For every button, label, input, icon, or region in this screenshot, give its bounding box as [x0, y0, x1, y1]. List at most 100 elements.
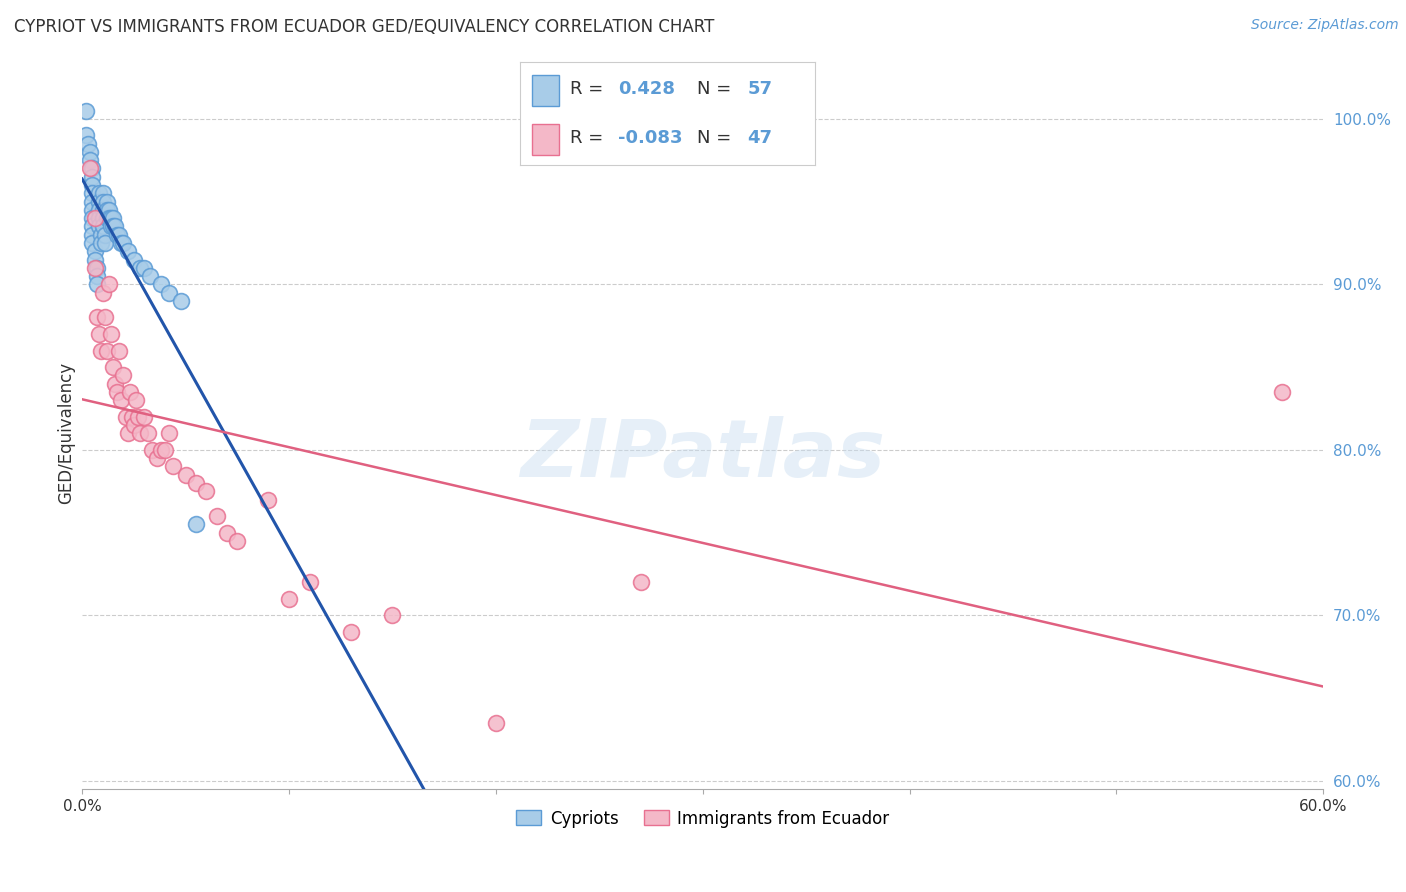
Point [184, 475, 207, 490]
Point [157, 285, 180, 300]
Point [90, 235, 112, 250]
Point [118, 384, 141, 399]
Point [122, 252, 145, 267]
Point [340, 624, 363, 639]
Point [91, 211, 114, 226]
Point [82, 169, 104, 184]
Point [83, 252, 105, 267]
Point [122, 418, 145, 433]
Point [96, 211, 118, 226]
Point [83, 211, 105, 226]
Point [136, 426, 159, 441]
Point [101, 219, 124, 234]
Point [145, 451, 167, 466]
Point [108, 343, 131, 358]
Point [75, 128, 97, 143]
Point [257, 492, 280, 507]
Point [100, 211, 122, 226]
Point [82, 219, 104, 234]
Point [100, 326, 122, 341]
Point [139, 269, 162, 284]
Point [86, 277, 108, 292]
Point [90, 343, 112, 358]
Point [82, 178, 104, 192]
Point [114, 409, 136, 424]
Point [112, 235, 135, 250]
Text: R =: R = [571, 129, 609, 147]
Point [98, 277, 121, 292]
Point [96, 202, 118, 217]
Point [82, 227, 104, 242]
Text: ZIPatlas: ZIPatlas [520, 416, 886, 493]
Point [105, 384, 128, 399]
Point [87, 219, 110, 234]
Point [112, 368, 135, 383]
Point [215, 525, 238, 540]
Point [100, 219, 122, 234]
Point [134, 260, 156, 275]
Point [174, 467, 197, 482]
Point [298, 575, 321, 590]
Point [278, 591, 301, 606]
Text: 47: 47 [748, 129, 772, 147]
Point [96, 343, 118, 358]
Point [485, 716, 508, 731]
Point [129, 260, 152, 275]
Point [101, 211, 124, 226]
Point [108, 227, 131, 242]
Point [86, 269, 108, 284]
Point [87, 211, 110, 226]
Point [83, 244, 105, 259]
Point [82, 211, 104, 226]
Point [630, 575, 652, 590]
Point [129, 426, 152, 441]
Point [104, 219, 127, 234]
Text: R =: R = [571, 80, 609, 98]
Point [96, 194, 118, 209]
Text: -0.083: -0.083 [617, 129, 682, 147]
Point [195, 484, 218, 499]
Point [87, 194, 110, 209]
Point [90, 227, 112, 242]
Point [86, 260, 108, 275]
Text: N =: N = [697, 129, 737, 147]
Point [101, 360, 124, 375]
FancyBboxPatch shape [531, 124, 558, 155]
Point [184, 517, 207, 532]
Point [87, 326, 110, 341]
Point [117, 244, 139, 259]
Text: N =: N = [697, 80, 737, 98]
Point [157, 426, 180, 441]
Point [94, 310, 117, 325]
Point [91, 219, 114, 234]
Point [82, 235, 104, 250]
Text: CYPRIOT VS IMMIGRANTS FROM ECUADOR GED/EQUIVALENCY CORRELATION CHART: CYPRIOT VS IMMIGRANTS FROM ECUADOR GED/E… [14, 18, 714, 36]
Point [104, 376, 127, 391]
Point [141, 442, 163, 457]
Point [125, 393, 148, 408]
Point [79, 145, 101, 159]
Text: Source: ZipAtlas.com: Source: ZipAtlas.com [1251, 18, 1399, 32]
Point [87, 202, 110, 217]
Point [205, 509, 228, 524]
Point [75, 103, 97, 118]
Point [94, 227, 117, 242]
Point [110, 393, 132, 408]
Point [94, 235, 117, 250]
Point [91, 202, 114, 217]
Point [91, 285, 114, 300]
Point [83, 260, 105, 275]
Point [77, 136, 100, 151]
Point [127, 409, 149, 424]
Point [98, 202, 121, 217]
Point [91, 186, 114, 201]
Point [381, 608, 404, 623]
Point [149, 442, 172, 457]
Point [87, 186, 110, 201]
Point [162, 459, 184, 474]
Point [82, 202, 104, 217]
Point [82, 186, 104, 201]
Legend: Cypriots, Immigrants from Ecuador: Cypriots, Immigrants from Ecuador [510, 803, 896, 834]
FancyBboxPatch shape [531, 75, 558, 105]
Point [79, 153, 101, 168]
